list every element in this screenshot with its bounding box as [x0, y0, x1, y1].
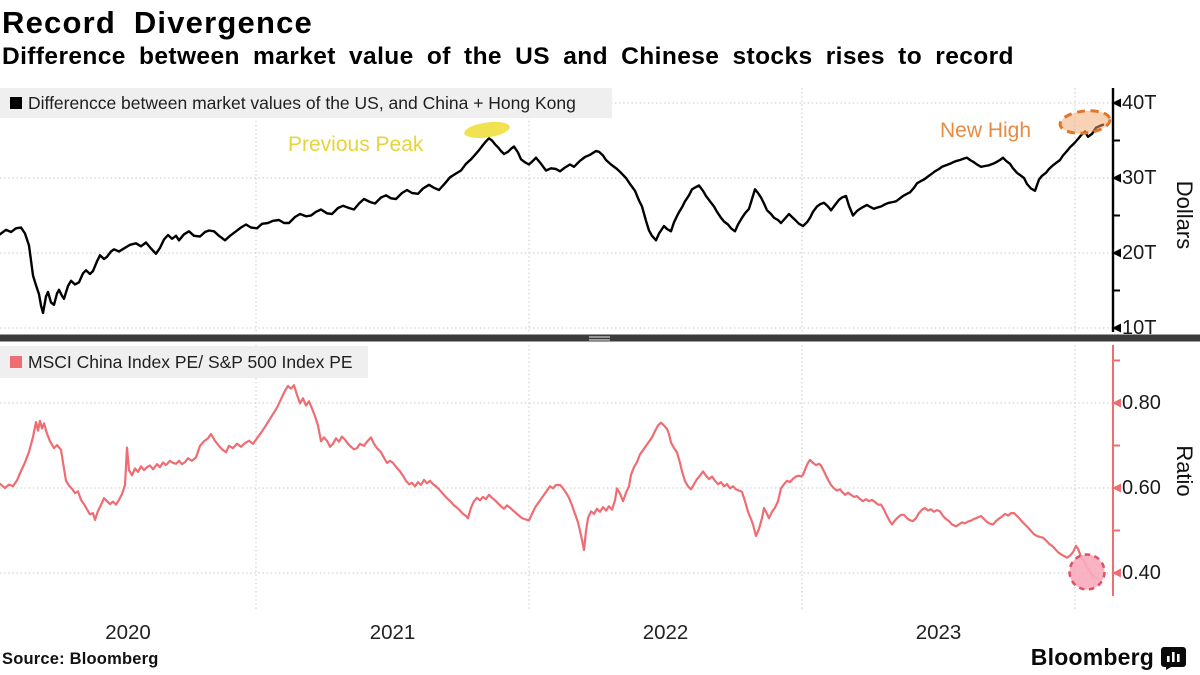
y-tick-label: 20T	[1122, 242, 1157, 264]
legend-bottom-label: MSCI China Index PE/ S&P 500 Index PE	[28, 351, 353, 372]
previous-peak-highlight-ellipse	[464, 121, 510, 139]
bloomberg-wordmark: Bloomberg	[1030, 644, 1154, 670]
axis-major-tick	[1112, 248, 1121, 258]
y-axis-title-dollars: Dollars	[1172, 180, 1197, 250]
annotation-new-high: New High	[940, 119, 1032, 142]
x-tick-label-2021: 2021	[369, 621, 416, 644]
x-tick-label-2023: 2023	[915, 621, 962, 644]
axis-major-tick	[1112, 483, 1121, 493]
axis-major-tick	[1112, 323, 1121, 333]
record-low-highlight-circle	[1068, 553, 1106, 591]
x-tick-label-2022: 2022	[642, 621, 689, 644]
y-tick-label: 30T	[1122, 167, 1157, 189]
new-high-highlight-ellipse	[1058, 109, 1112, 135]
legend-swatch-black	[10, 97, 22, 109]
axis-major-tick	[1112, 568, 1121, 578]
page-subtitle: Difference between market value of the U…	[2, 43, 1014, 70]
legend-bottom: MSCI China Index PE/ S&P 500 Index PE	[0, 346, 368, 378]
y-tick-label: 10T	[1122, 317, 1157, 339]
y-tick-label: 0.40	[1122, 562, 1161, 584]
divider-grip	[589, 339, 610, 341]
axis-major-tick	[1112, 98, 1121, 108]
page-title: Record Divergence	[2, 5, 313, 40]
bloomberg-logo-icon	[1161, 647, 1186, 670]
us-china-market-value-line	[0, 123, 1105, 315]
axis-major-tick	[1112, 398, 1121, 408]
legend-swatch-red	[10, 356, 22, 368]
y-tick-label: 40T	[1122, 92, 1157, 114]
legend-top-label: Differencce between market values of the…	[28, 92, 576, 113]
y-axis-title-ratio: Ratio	[1172, 445, 1197, 497]
y-tick-label: 0.60	[1122, 477, 1161, 499]
x-tick-label-2020: 2020	[105, 621, 151, 644]
panel-divider	[0, 334, 1200, 342]
annotation-previous-peak: Previous Peak	[288, 133, 424, 156]
axis-major-tick	[1112, 173, 1121, 183]
legend-top: Differencce between market values of the…	[0, 88, 612, 118]
pe-ratio-line	[0, 384, 1099, 580]
divider-grip	[589, 336, 610, 338]
source-credit: Source: Bloomberg	[2, 650, 159, 668]
y-tick-label: 0.80	[1122, 392, 1161, 414]
